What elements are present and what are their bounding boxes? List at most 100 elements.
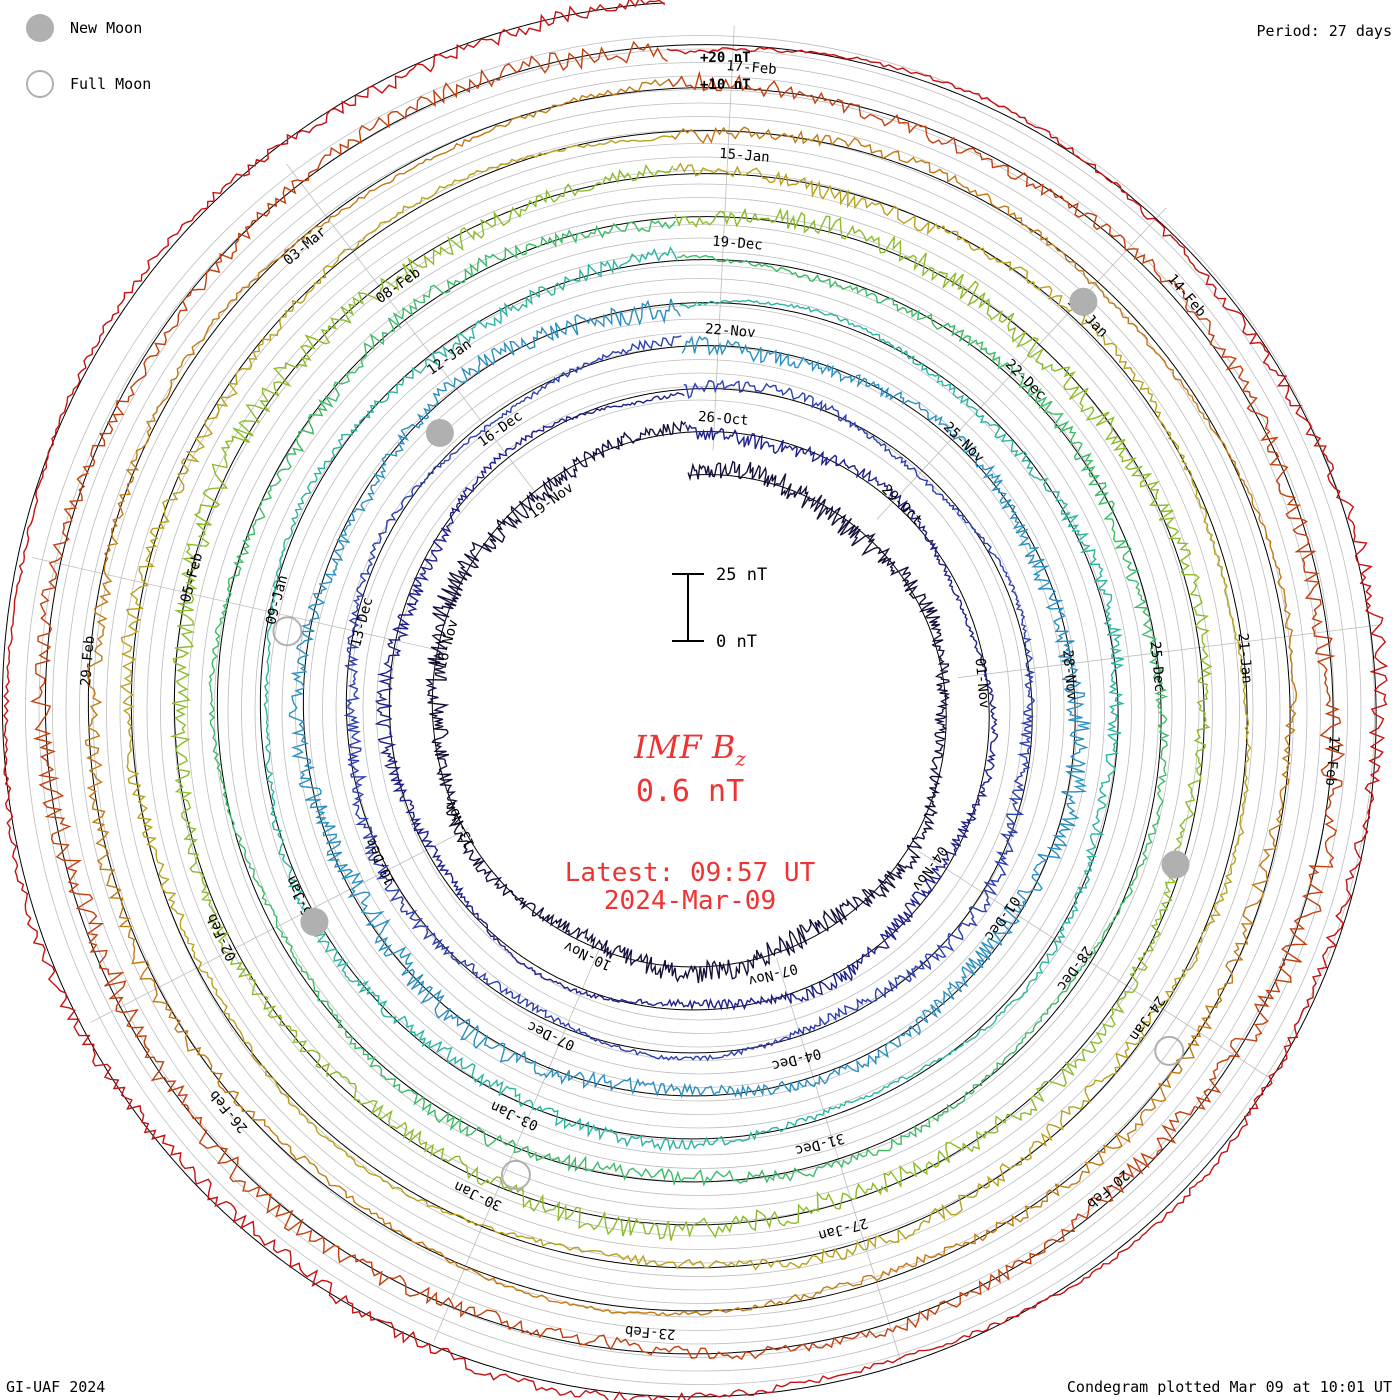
full-moon-marker (500, 1159, 531, 1190)
radial-spoke (712, 25, 735, 451)
radial-spoke (286, 163, 544, 503)
spiral-baseline (302, 303, 1076, 1097)
grid-circle (254, 264, 1146, 1156)
date-tick-label: 01-Nov (972, 657, 993, 709)
date-tick-label: 26-Oct (697, 409, 749, 429)
legend-new-moon: New Moon (26, 14, 142, 42)
bz-trace (169, 163, 1213, 1241)
grid-circle (376, 386, 1024, 1034)
spiral-baseline (173, 174, 1205, 1226)
date-tick-label: 22-Nov (704, 321, 756, 341)
plotted-timestamp: Condegram plotted Mar 09 at 10:01 UT (1066, 1378, 1392, 1396)
grid-circle (389, 399, 1011, 1021)
grid-circle (200, 210, 1200, 1210)
latest-date: 2024-Mar-09 (603, 886, 777, 916)
credit-label: GI-UAF 2024 (6, 1378, 106, 1396)
date-tick-label: 03-Jan (488, 1098, 541, 1134)
legend-new-moon-label: New Moon (70, 19, 143, 37)
full-moon-marker (272, 616, 303, 647)
grid-circle (119, 129, 1281, 1291)
date-tick-label: 17-Feb (726, 58, 778, 78)
new-moon-marker (300, 907, 329, 936)
grid-circle (268, 278, 1132, 1142)
bz-trace (84, 79, 1298, 1317)
grid-label-20nt: +20 nT (700, 50, 751, 66)
radial-spoke (876, 207, 1167, 520)
date-tick-label: 31-Dec (793, 1130, 846, 1159)
scale-top-label: 25 nT (716, 565, 767, 585)
bz-trace (119, 135, 1252, 1271)
grid-value-labels: +20 nT +10 nT (700, 50, 751, 93)
radial-spokes (32, 25, 1380, 1365)
spiral-baseline (216, 217, 1162, 1183)
date-tick-label: 02-Feb (204, 911, 240, 964)
grid-circle (133, 143, 1267, 1277)
grid-circle (308, 318, 1092, 1102)
date-tick-label: 28-Nov (1059, 649, 1080, 701)
grid-circle (362, 372, 1038, 1048)
date-tick-label: 25-Dec (1147, 641, 1168, 693)
bz-trace (30, 40, 1346, 1361)
grid-circle (241, 251, 1159, 1169)
moon-markers (272, 287, 1190, 1190)
radial-spoke (918, 850, 1276, 1083)
date-tick-label: 19-Dec (712, 234, 764, 254)
grid-circle (52, 62, 1348, 1358)
grid-circle (25, 35, 1375, 1385)
chart-title-subscript: z (735, 746, 746, 771)
date-tick-label: 09-Jan (263, 574, 291, 627)
new-moon-marker (425, 418, 454, 447)
bz-trace (374, 392, 999, 1012)
scale-bar: 25 nT 0 nT (672, 565, 767, 652)
bz-trace (208, 219, 1170, 1187)
date-tick-label: 23-Feb (624, 1322, 676, 1342)
date-tick-label: 21-Jan (1234, 632, 1255, 684)
new-moon-icon (26, 14, 54, 42)
grid-circle (322, 332, 1078, 1088)
radial-spoke (90, 828, 469, 1023)
date-tick-label: 15-Jan (719, 146, 771, 166)
spiral-baseline (130, 131, 1248, 1269)
radial-spoke (776, 958, 903, 1365)
bz-trace (343, 335, 1036, 1062)
date-tick-label: 16-Dec (475, 408, 525, 450)
grid-circle (38, 48, 1362, 1372)
grid-circle (214, 224, 1186, 1196)
chart-title: IMF Bz (500, 728, 880, 770)
date-tick-label: 13-Nov (442, 798, 478, 851)
new-moon-marker (1161, 850, 1190, 879)
date-tick-label: 29-Feb (78, 635, 98, 687)
grid-circle (160, 170, 1240, 1250)
grid-label-10nt: +10 nT (700, 77, 751, 93)
legend-full-moon-label: Full Moon (70, 75, 152, 93)
scale-bottom-label: 0 nT (716, 632, 757, 652)
spiral-baseline (345, 346, 1033, 1054)
date-tick-label: 29-Oct (878, 482, 925, 529)
grid-circle (335, 345, 1065, 1075)
grid-circle (349, 359, 1051, 1061)
bz-trace (3, 0, 1389, 1400)
new-moon-marker (1069, 287, 1098, 316)
latest-time: Latest: 09:57 UT (564, 858, 816, 888)
full-moon-marker (1154, 1035, 1185, 1066)
bz-trace (263, 246, 1125, 1152)
grid-circle (187, 197, 1213, 1223)
bz-trace (288, 298, 1091, 1099)
date-tick-label: 07-Nov (746, 960, 799, 989)
radial-spoke (433, 949, 600, 1342)
spiral-baseline (87, 88, 1291, 1312)
period-label: Period: 27 days (1256, 22, 1392, 40)
radial-spoke (32, 557, 447, 653)
grid-circle (146, 156, 1254, 1264)
chart-title-main: IMF B (634, 728, 736, 766)
full-moon-icon (26, 70, 54, 98)
bz-trace (425, 420, 951, 984)
date-tick-label: 17-Feb (1322, 735, 1342, 787)
grid-circle (79, 89, 1321, 1331)
current-value: 0.6 nT (635, 774, 745, 809)
date-tick-label: 07-Dec (525, 1018, 578, 1054)
grid-circle (106, 116, 1294, 1304)
legend-full-moon: Full Moon (26, 70, 151, 98)
